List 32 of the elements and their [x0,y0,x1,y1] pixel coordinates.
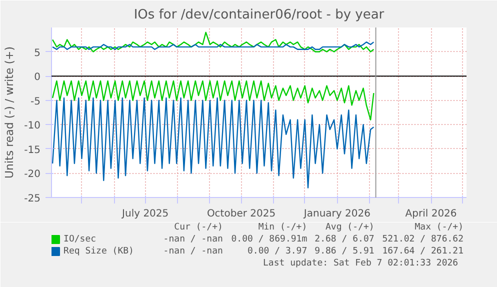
text: Last update: Sat Feb 7 02:01:33 2026 [263,258,458,268]
text: -nan / -nan [163,234,223,244]
y-axis-title: Units read (-) / write (+) [3,46,16,179]
y-tick-label: -5 [30,96,41,108]
y-tick-label: -15 [24,144,41,156]
legend-label: IO/sec [64,234,96,244]
text: 0.00 / 3.97 [248,246,308,256]
y-tick-label: 5 [34,48,41,59]
y-tick-label: -25 [24,194,41,204]
x-tick-label: July 2025 [121,208,169,220]
text: 2.68 / 6.07 [314,234,374,244]
line-series [52,32,374,52]
text: 167.64 / 261.21 [382,246,464,256]
text: Avg (-/+) [326,222,374,232]
text: Min (-/+) [258,222,308,232]
x-tick-label: October 2025 [206,208,276,220]
text: 521.02 / 876.62 [382,234,464,244]
x-tick-label: April 2026 [405,208,457,220]
x-tick-label: January 2026 [302,208,370,220]
text: Cur (-/+) [174,222,223,232]
text: -nan / -nan [163,246,223,256]
text: 0.00 / 869.91m [231,234,308,244]
legend-label: Req Size (KB) [64,246,134,256]
text: 9.86 / 5.91 [314,246,374,256]
y-tick-label: -20 [24,169,41,180]
line-series [52,97,374,188]
line-series [52,41,374,50]
chart-title: IOs for /dev/container06/root - by year [134,8,385,22]
text: Max (-/+) [414,222,464,232]
y-tick-label: 0 [34,72,41,84]
y-tick-label: -10 [24,120,41,132]
line-series [52,80,374,120]
